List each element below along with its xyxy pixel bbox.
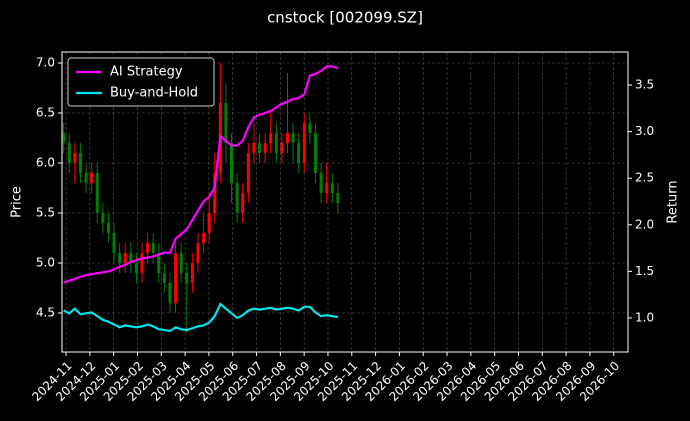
y2-tick-label: 2.0	[635, 217, 654, 231]
candle-body	[224, 103, 228, 143]
y-axis-label: Price	[10, 186, 25, 218]
candle-body	[123, 253, 127, 263]
candle-body	[302, 123, 306, 163]
candle-body	[90, 173, 94, 183]
candle-body	[134, 263, 138, 273]
y2-tick-label: 1.5	[635, 264, 654, 278]
candle-body	[325, 183, 329, 193]
candle-body	[202, 233, 206, 243]
candle-body	[274, 133, 278, 153]
candle-body	[67, 143, 71, 163]
legend-label: Buy-and-Hold	[110, 86, 198, 101]
candle-body	[330, 183, 334, 193]
candle-body	[297, 143, 301, 163]
candle-body	[230, 143, 234, 183]
y2-tick-label: 1.0	[635, 310, 654, 324]
y-tick-label: 7.0	[36, 56, 55, 70]
candle-body	[246, 153, 250, 193]
candle-body	[269, 133, 273, 143]
candle-body	[190, 263, 194, 283]
series-line	[63, 302, 339, 333]
candle-body	[241, 193, 245, 213]
candle-body	[106, 223, 110, 233]
y-tick-label: 4.5	[36, 306, 55, 320]
legend-box	[67, 57, 215, 107]
candle-body	[263, 143, 267, 153]
candle-body	[112, 233, 116, 253]
y-tick-label: 5.0	[36, 256, 55, 270]
y2-axis-label: Return	[666, 180, 681, 223]
y-tick-label: 5.5	[36, 206, 55, 220]
candle-body	[101, 213, 105, 223]
candle-body	[129, 253, 133, 263]
candle-body	[185, 273, 189, 283]
y-tick-label: 6.5	[36, 106, 55, 120]
series-line	[63, 65, 339, 284]
candle-body	[258, 143, 262, 153]
y2-tick-label: 2.5	[635, 171, 654, 185]
y2-tick-label: 3.0	[635, 124, 654, 138]
candle-body	[336, 193, 340, 203]
candle-body	[78, 153, 82, 173]
candle-body	[140, 253, 144, 273]
candle-body	[179, 253, 183, 273]
candle-body	[84, 173, 88, 183]
candle-body	[168, 283, 172, 303]
candle-body	[285, 133, 289, 143]
candle-body	[118, 253, 122, 263]
candle-body	[196, 243, 200, 263]
candle-body	[308, 123, 312, 133]
candle-body	[146, 243, 150, 253]
candle-body	[162, 273, 166, 283]
candle-body	[291, 133, 295, 143]
y2-tick-label: 3.5	[635, 77, 654, 91]
candle-body	[95, 173, 99, 213]
candle-body	[207, 213, 211, 233]
candle-body	[157, 253, 161, 273]
candle-body	[252, 143, 256, 153]
candle-body	[73, 153, 77, 163]
candle-body	[313, 133, 317, 173]
legend-label: AI Strategy	[110, 65, 183, 80]
candle-body	[174, 253, 178, 303]
candle-body	[213, 173, 217, 213]
candle-body	[235, 183, 239, 213]
plot-frame	[61, 51, 629, 353]
chart-title: cnstock [002099.SZ]	[267, 9, 423, 27]
candle-body	[151, 243, 155, 253]
candle-body	[319, 173, 323, 193]
candle-body	[280, 143, 284, 153]
candle-body	[62, 133, 66, 143]
y-tick-label: 6.0	[36, 156, 55, 170]
